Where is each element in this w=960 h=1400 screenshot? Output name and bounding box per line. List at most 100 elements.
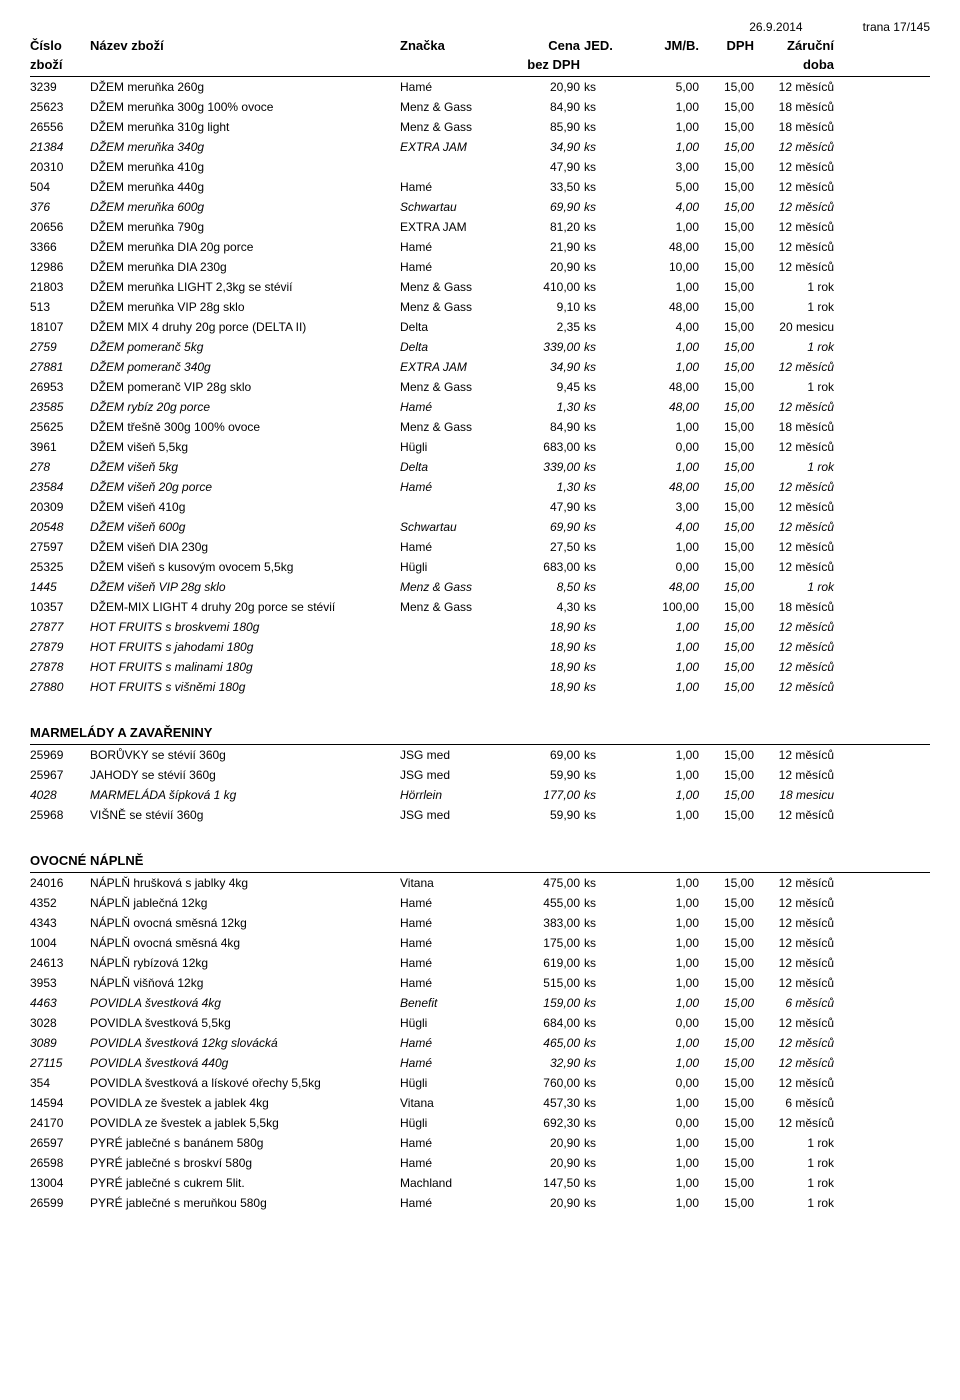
cell-jed: ks [580, 1096, 629, 1110]
cell-jmb: 0,00 [629, 560, 699, 574]
cell-cena: 84,90 [510, 420, 580, 434]
cell-jed: ks [580, 520, 629, 534]
cell-zaruka: 12 měsíců [754, 140, 834, 154]
cell-jmb: 48,00 [629, 300, 699, 314]
cell-cislo: 278 [30, 460, 90, 474]
cell-cislo: 1004 [30, 936, 90, 950]
cell-znacka: JSG med [400, 808, 510, 822]
cell-zaruka: 12 měsíců [754, 1016, 834, 1030]
cell-cislo: 25967 [30, 768, 90, 782]
table-row: 27597DŽEM višeň DIA 230gHamé27,50ks1,001… [30, 537, 930, 557]
table-row: 27877HOT FRUITS s broskvemi 180g18,90ks1… [30, 617, 930, 637]
cell-cislo: 26953 [30, 380, 90, 394]
cell-cislo: 3366 [30, 240, 90, 254]
cell-znacka: Hamé [400, 976, 510, 990]
cell-cena: 34,90 [510, 140, 580, 154]
cell-znacka [400, 640, 510, 654]
cell-jmb: 1,00 [629, 120, 699, 134]
cell-nazev: POVIDLA ze švestek a jablek 5,5kg [90, 1116, 400, 1130]
cell-jed: ks [580, 100, 629, 114]
cell-zaruka: 12 měsíců [754, 620, 834, 634]
cell-cislo: 20548 [30, 520, 90, 534]
cell-dph: 15,00 [699, 936, 754, 950]
hdr-cena: Cena [510, 38, 580, 53]
cell-cena: 410,00 [510, 280, 580, 294]
cell-nazev: DŽEM meruňka LIGHT 2,3kg se stévií [90, 280, 400, 294]
cell-jed: ks [580, 460, 629, 474]
cell-dph: 15,00 [699, 1016, 754, 1030]
cell-jed: ks [580, 876, 629, 890]
table-row: 24170POVIDLA ze švestek a jablek 5,5kgHü… [30, 1113, 930, 1133]
cell-cena: 33,50 [510, 180, 580, 194]
cell-znacka: Hamé [400, 240, 510, 254]
cell-jmb: 1,00 [629, 640, 699, 654]
cell-zaruka: 1 rok [754, 340, 834, 354]
cell-nazev: DŽEM meruňka 300g 100% ovoce [90, 100, 400, 114]
cell-jed: ks [580, 200, 629, 214]
cell-dph: 15,00 [699, 400, 754, 414]
cell-jed: ks [580, 936, 629, 950]
cell-jed: ks [580, 580, 629, 594]
cell-dph: 15,00 [699, 460, 754, 474]
section-title: MARMELÁDY A ZAVAŘENINY [30, 725, 930, 744]
cell-cislo: 25968 [30, 808, 90, 822]
cell-dph: 15,00 [699, 620, 754, 634]
cell-nazev: DŽEM meruňka 410g [90, 160, 400, 174]
cell-znacka: Hamé [400, 1136, 510, 1150]
table-row: 21803DŽEM meruňka LIGHT 2,3kg se stéviíM… [30, 277, 930, 297]
hdr-doba: doba [754, 57, 834, 72]
table-row: 2759DŽEM pomeranč 5kgDelta339,00ks1,0015… [30, 337, 930, 357]
cell-jmb: 1,00 [629, 768, 699, 782]
cell-cena: 457,30 [510, 1096, 580, 1110]
cell-jmb: 1,00 [629, 620, 699, 634]
table-row: 3961DŽEM višeň 5,5kgHügli683,00ks0,0015,… [30, 437, 930, 457]
cell-nazev: DŽEM pomeranč VIP 28g sklo [90, 380, 400, 394]
cell-jmb: 1,00 [629, 280, 699, 294]
cell-jed: ks [580, 1176, 629, 1190]
cell-znacka [400, 620, 510, 634]
cell-cena: 20,90 [510, 1196, 580, 1210]
cell-znacka: Vitana [400, 1096, 510, 1110]
cell-cislo: 26597 [30, 1136, 90, 1150]
cell-jmb: 1,00 [629, 1036, 699, 1050]
cell-cislo: 20656 [30, 220, 90, 234]
cell-cena: 2,35 [510, 320, 580, 334]
cell-cislo: 23585 [30, 400, 90, 414]
cell-jed: ks [580, 500, 629, 514]
table-row: 354POVIDLA švestková a lískové ořechy 5,… [30, 1073, 930, 1093]
cell-jmb: 5,00 [629, 180, 699, 194]
cell-cena: 475,00 [510, 876, 580, 890]
cell-zaruka: 12 měsíců [754, 440, 834, 454]
cell-cena: 69,00 [510, 748, 580, 762]
cell-znacka: Hörrlein [400, 788, 510, 802]
hdr-znacka: Značka [400, 38, 510, 53]
cell-cena: 47,90 [510, 500, 580, 514]
cell-cislo: 25623 [30, 100, 90, 114]
cell-zaruka: 1 rok [754, 300, 834, 314]
cell-cislo: 376 [30, 200, 90, 214]
cell-zaruka: 12 měsíců [754, 808, 834, 822]
cell-jmb: 0,00 [629, 1116, 699, 1130]
cell-dph: 15,00 [699, 500, 754, 514]
cell-znacka: Hamé [400, 1056, 510, 1070]
cell-jed: ks [580, 748, 629, 762]
table-row: 3089POVIDLA švestková 12kg slováckáHamé4… [30, 1033, 930, 1053]
cell-zaruka: 12 měsíců [754, 1056, 834, 1070]
table-row: 25325DŽEM višeň s kusovým ovocem 5,5kgHü… [30, 557, 930, 577]
cell-znacka: EXTRA JAM [400, 360, 510, 374]
cell-jmb: 48,00 [629, 240, 699, 254]
cell-znacka: Schwartau [400, 200, 510, 214]
cell-jmb: 1,00 [629, 876, 699, 890]
cell-dph: 15,00 [699, 1076, 754, 1090]
top-info: 26.9.2014 trana 17/145 [30, 20, 930, 34]
cell-nazev: DŽEM pomeranč 5kg [90, 340, 400, 354]
cell-zaruka: 1 rok [754, 460, 834, 474]
cell-jed: ks [580, 600, 629, 614]
cell-dph: 15,00 [699, 280, 754, 294]
cell-cena: 515,00 [510, 976, 580, 990]
cell-dph: 15,00 [699, 1096, 754, 1110]
table-row: 25967JAHODY se stévií 360gJSG med59,90ks… [30, 765, 930, 785]
cell-znacka: Hamé [400, 480, 510, 494]
cell-cena: 47,90 [510, 160, 580, 174]
cell-dph: 15,00 [699, 540, 754, 554]
